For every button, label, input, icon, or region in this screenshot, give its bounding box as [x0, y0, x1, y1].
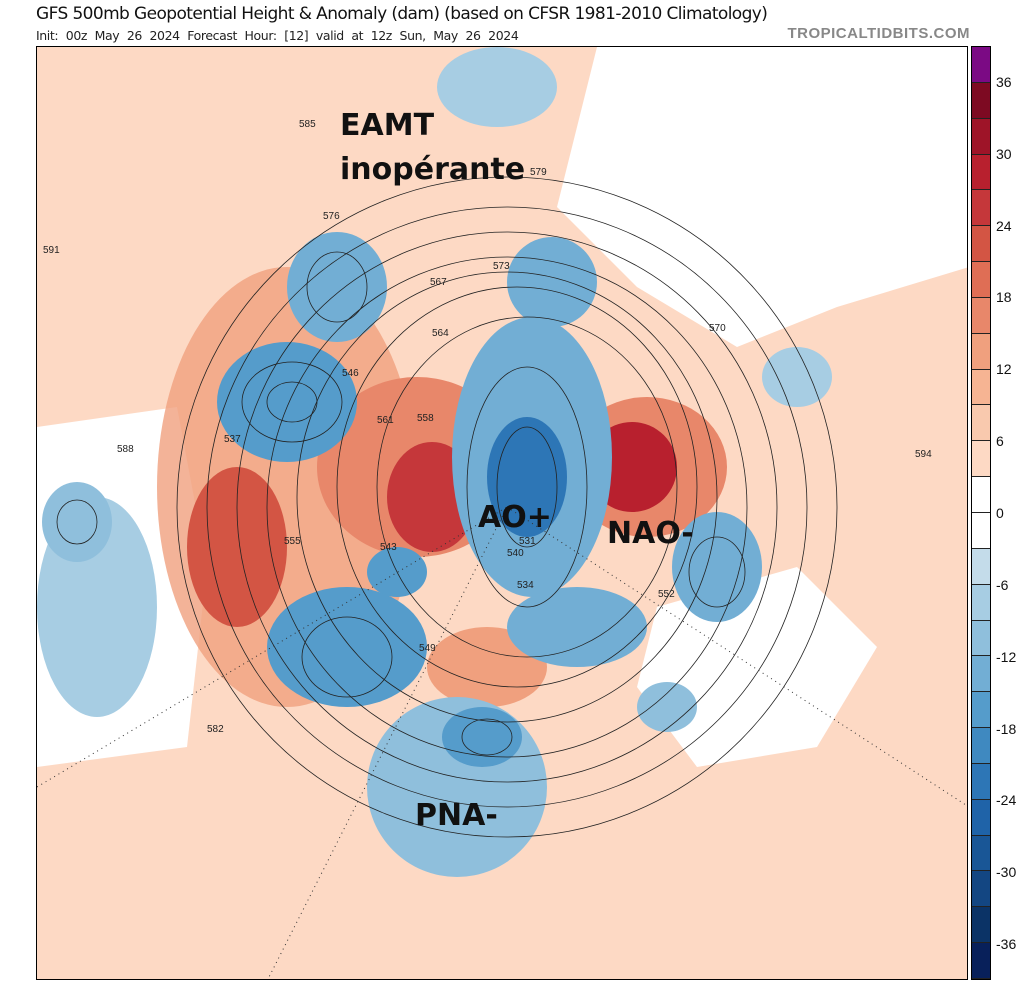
- colorbar-tick-label: -12: [996, 648, 1017, 665]
- colorbar-segment: [972, 333, 990, 370]
- svg-text:555: 555: [284, 536, 301, 547]
- colorbar-segment: [972, 548, 990, 585]
- colorbar-segment: [972, 512, 990, 549]
- svg-text:570: 570: [709, 323, 726, 334]
- negative-anomalies: [37, 47, 832, 877]
- colorbar-segment: [972, 441, 990, 478]
- svg-text:588: 588: [117, 444, 134, 455]
- colorbar-segment: [972, 297, 990, 334]
- colorbar-segment: [972, 907, 990, 944]
- colorbar-tick-label: 6: [996, 433, 1004, 450]
- colorbar-segment: [972, 405, 990, 442]
- annotation-eamt: EAMT: [340, 108, 435, 143]
- colorbar-segment: [972, 118, 990, 155]
- contour-labels: 591 588 585 582 579 576 573 570 567 564 …: [43, 119, 932, 735]
- svg-text:534: 534: [517, 580, 534, 591]
- colorbar-segment: [972, 871, 990, 908]
- annotation-pna: PNA-: [415, 798, 498, 833]
- colorbar-segment: [972, 584, 990, 621]
- svg-text:585: 585: [299, 119, 316, 130]
- svg-text:558: 558: [417, 413, 434, 424]
- colorbar-segment: [972, 154, 990, 191]
- colorbar-segment: [972, 262, 990, 298]
- brand-logo[interactable]: TROPICALTIDBITS.COM: [787, 25, 970, 42]
- height-anomaly-map: 591 588 585 582 579 576 573 570 567 564 …: [36, 46, 968, 980]
- colorbar-tick-label: 24: [996, 217, 1012, 234]
- svg-text:549: 549: [419, 643, 436, 654]
- grid-lines: [37, 506, 967, 979]
- svg-text:582: 582: [207, 724, 224, 735]
- annotation-eamt-status: inopérante: [340, 152, 526, 187]
- colorbar-segment: [972, 799, 990, 836]
- colorbar-tick-label: 36: [996, 73, 1012, 90]
- colorbar: [971, 46, 991, 980]
- svg-text:543: 543: [380, 542, 397, 553]
- colorbar-segment: [972, 620, 990, 657]
- colorbar-tick-label: -30: [996, 864, 1017, 881]
- svg-text:561: 561: [377, 415, 394, 426]
- colorbar-segment: [972, 728, 990, 764]
- colorbar-segment: [972, 226, 990, 263]
- colorbar-segment: [972, 369, 990, 406]
- colorbar-segment: [972, 190, 990, 227]
- colorbar-segment: [972, 82, 990, 119]
- colorbar-segment: [972, 763, 990, 800]
- height-contours: [56, 176, 838, 838]
- svg-text:564: 564: [432, 328, 449, 339]
- map-subtitle: Init: 00z May 26 2024 Forecast Hour: [12…: [36, 28, 519, 43]
- svg-text:576: 576: [323, 211, 340, 222]
- svg-text:540: 540: [507, 548, 524, 559]
- colorbar-segment: [972, 692, 990, 729]
- svg-text:594: 594: [915, 449, 932, 460]
- colorbar-tick-label: -18: [996, 720, 1017, 737]
- colorbar-segment: [972, 835, 990, 872]
- svg-text:546: 546: [342, 368, 359, 379]
- colorbar-tick-label: 12: [996, 361, 1012, 378]
- annotation-nao: NAO-: [607, 516, 694, 551]
- svg-text:579: 579: [530, 167, 547, 178]
- colorbar-segment: [972, 47, 990, 83]
- colorbar-tick-label: 0: [996, 505, 1004, 521]
- colorbar-segment: [972, 656, 990, 693]
- svg-text:591: 591: [43, 245, 60, 256]
- svg-text:552: 552: [658, 589, 675, 600]
- svg-text:531: 531: [519, 536, 536, 547]
- colorbar-tick-label: 18: [996, 289, 1012, 306]
- colorbar-tick-label: -6: [996, 576, 1009, 593]
- svg-text:537: 537: [224, 434, 241, 445]
- colorbar-tick-label: -24: [996, 792, 1017, 809]
- colorbar-segment: [972, 477, 990, 513]
- annotation-ao: AO+: [478, 500, 552, 535]
- svg-text:573: 573: [493, 261, 510, 272]
- colorbar-tick-label: -36: [996, 936, 1017, 953]
- svg-text:567: 567: [430, 277, 447, 288]
- colorbar-tick-label: 30: [996, 145, 1012, 162]
- map-canvas: 591 588 585 582 579 576 573 570 567 564 …: [37, 47, 967, 979]
- colorbar-segment: [972, 943, 990, 979]
- map-title: GFS 500mb Geopotential Height & Anomaly …: [36, 4, 768, 24]
